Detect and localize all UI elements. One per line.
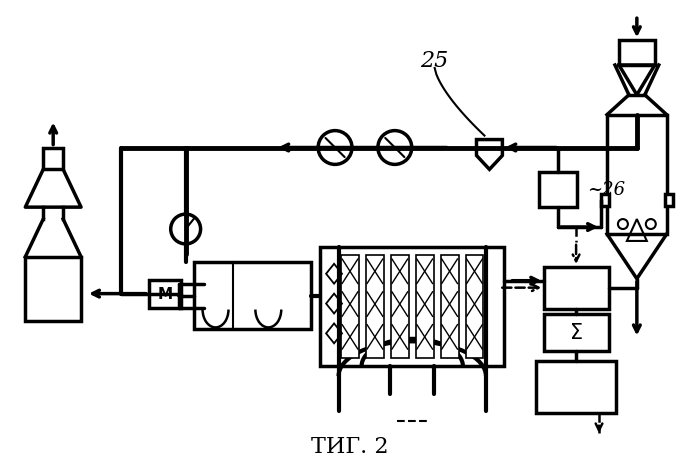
Bar (366, 255, 384, 358)
Text: M: M (158, 287, 172, 301)
Bar (619, 41, 654, 66)
Bar (544, 267, 609, 309)
Text: ~26: ~26 (587, 181, 625, 199)
Bar (43, 148, 63, 170)
Bar (607, 115, 666, 234)
Bar (539, 173, 577, 208)
Text: ΤИГ. 2: ΤИГ. 2 (312, 435, 388, 457)
Bar (416, 255, 434, 358)
Bar (391, 255, 409, 358)
Bar (149, 280, 181, 308)
Bar (466, 255, 484, 358)
Bar (544, 314, 609, 351)
Bar (665, 195, 673, 206)
Text: 25: 25 (421, 50, 449, 72)
Bar (25, 257, 81, 322)
Bar (320, 247, 505, 366)
Bar (536, 362, 616, 413)
Text: $\Sigma$: $\Sigma$ (569, 323, 583, 343)
Bar (194, 262, 312, 330)
Bar (601, 195, 609, 206)
Bar (341, 255, 359, 358)
Bar (440, 255, 458, 358)
